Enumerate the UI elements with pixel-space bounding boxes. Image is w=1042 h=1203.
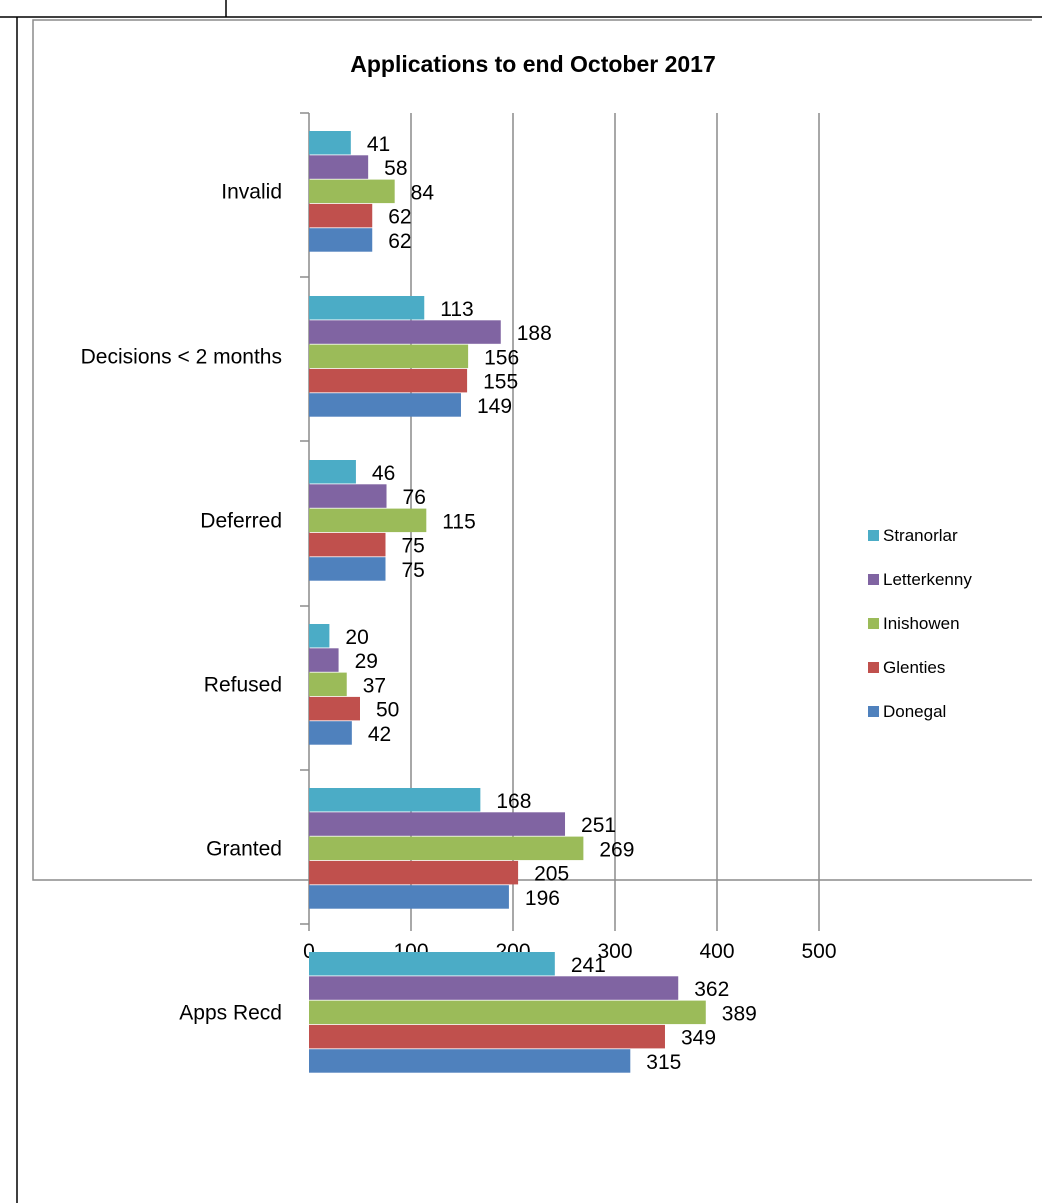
data-label: 29	[355, 650, 378, 673]
data-label: 42	[368, 723, 391, 746]
bar	[309, 648, 339, 672]
bar	[309, 624, 330, 648]
bar	[309, 885, 509, 909]
bar	[309, 131, 351, 155]
category-label: Invalid	[221, 180, 282, 203]
data-label: 168	[496, 790, 531, 813]
bar	[309, 320, 501, 344]
data-label: 37	[363, 674, 386, 697]
bar	[309, 532, 386, 557]
data-label: 241	[571, 954, 606, 977]
data-label: 196	[525, 887, 560, 910]
data-label: 62	[388, 206, 411, 229]
bar	[309, 460, 356, 484]
data-label: 155	[483, 371, 518, 394]
bar	[309, 179, 395, 204]
data-label: 156	[484, 346, 519, 369]
data-label: 62	[388, 230, 411, 253]
data-label: 46	[372, 462, 395, 485]
data-label: 75	[402, 559, 425, 582]
legend-label: Letterkenny	[883, 570, 972, 589]
data-label: 269	[599, 838, 634, 861]
data-label: 113	[440, 298, 473, 321]
data-label: 76	[403, 486, 426, 509]
chart-area-border	[32, 19, 1032, 881]
category-label: Granted	[206, 837, 282, 860]
legend: Stranorlar Letterkenny Inishowen Glenties Do…	[868, 526, 972, 721]
bars	[309, 131, 706, 1073]
chart-title: Applications to end October 2017	[350, 51, 716, 77]
legend-label: Donegal	[883, 702, 946, 721]
category-label: Refused	[204, 673, 282, 696]
legend-swatch	[868, 662, 879, 673]
bar	[309, 696, 360, 721]
bar	[309, 976, 679, 1000]
data-label: 251	[581, 814, 616, 837]
bar	[309, 1024, 665, 1049]
data-label: 84	[411, 181, 435, 204]
legend-label: Stranorlar	[883, 526, 958, 545]
x-tick-label: 300	[597, 940, 632, 963]
data-label: 50	[376, 699, 399, 722]
data-label: 115	[442, 510, 475, 533]
bar	[309, 155, 369, 179]
data-label: 205	[534, 863, 569, 886]
bar	[309, 1000, 706, 1025]
bar	[309, 484, 387, 508]
bar	[309, 228, 373, 252]
data-label: 75	[402, 535, 425, 558]
data-label: 349	[681, 1027, 716, 1050]
data-label: 315	[646, 1051, 681, 1074]
data-label: 58	[384, 157, 407, 180]
data-label: 149	[477, 395, 512, 418]
data-labels: 4158846262113188156155149467611575752029…	[345, 133, 756, 1074]
category-label: Apps Recd	[179, 1001, 282, 1024]
bar	[309, 1049, 631, 1073]
legend-swatch	[868, 530, 879, 541]
bar	[309, 296, 425, 320]
data-label: 188	[517, 322, 552, 345]
data-label: 362	[694, 978, 729, 1001]
data-label: 41	[367, 133, 390, 156]
bar	[309, 836, 584, 861]
bar	[309, 812, 566, 836]
bar	[309, 672, 347, 697]
x-tick-label: 400	[699, 940, 734, 963]
bar	[309, 557, 386, 581]
legend-swatch	[868, 618, 879, 629]
bar	[309, 721, 352, 745]
bar	[309, 508, 427, 533]
data-label: 389	[722, 1002, 757, 1025]
legend-swatch	[868, 706, 879, 717]
legend-label: Inishowen	[883, 614, 960, 633]
bar	[309, 203, 373, 228]
legend-swatch	[868, 574, 879, 585]
bar	[309, 344, 469, 369]
bar	[309, 368, 468, 393]
category-label: Deferred	[200, 509, 282, 532]
x-tick-label: 500	[801, 940, 836, 963]
bar	[309, 393, 461, 417]
legend-label: Glenties	[883, 658, 945, 677]
bar	[309, 860, 519, 885]
category-label: Decisions < 2 months	[81, 345, 282, 368]
data-label: 20	[345, 626, 368, 649]
bar	[309, 952, 555, 976]
bar	[309, 788, 481, 812]
x-tick-label: 0	[303, 940, 315, 963]
